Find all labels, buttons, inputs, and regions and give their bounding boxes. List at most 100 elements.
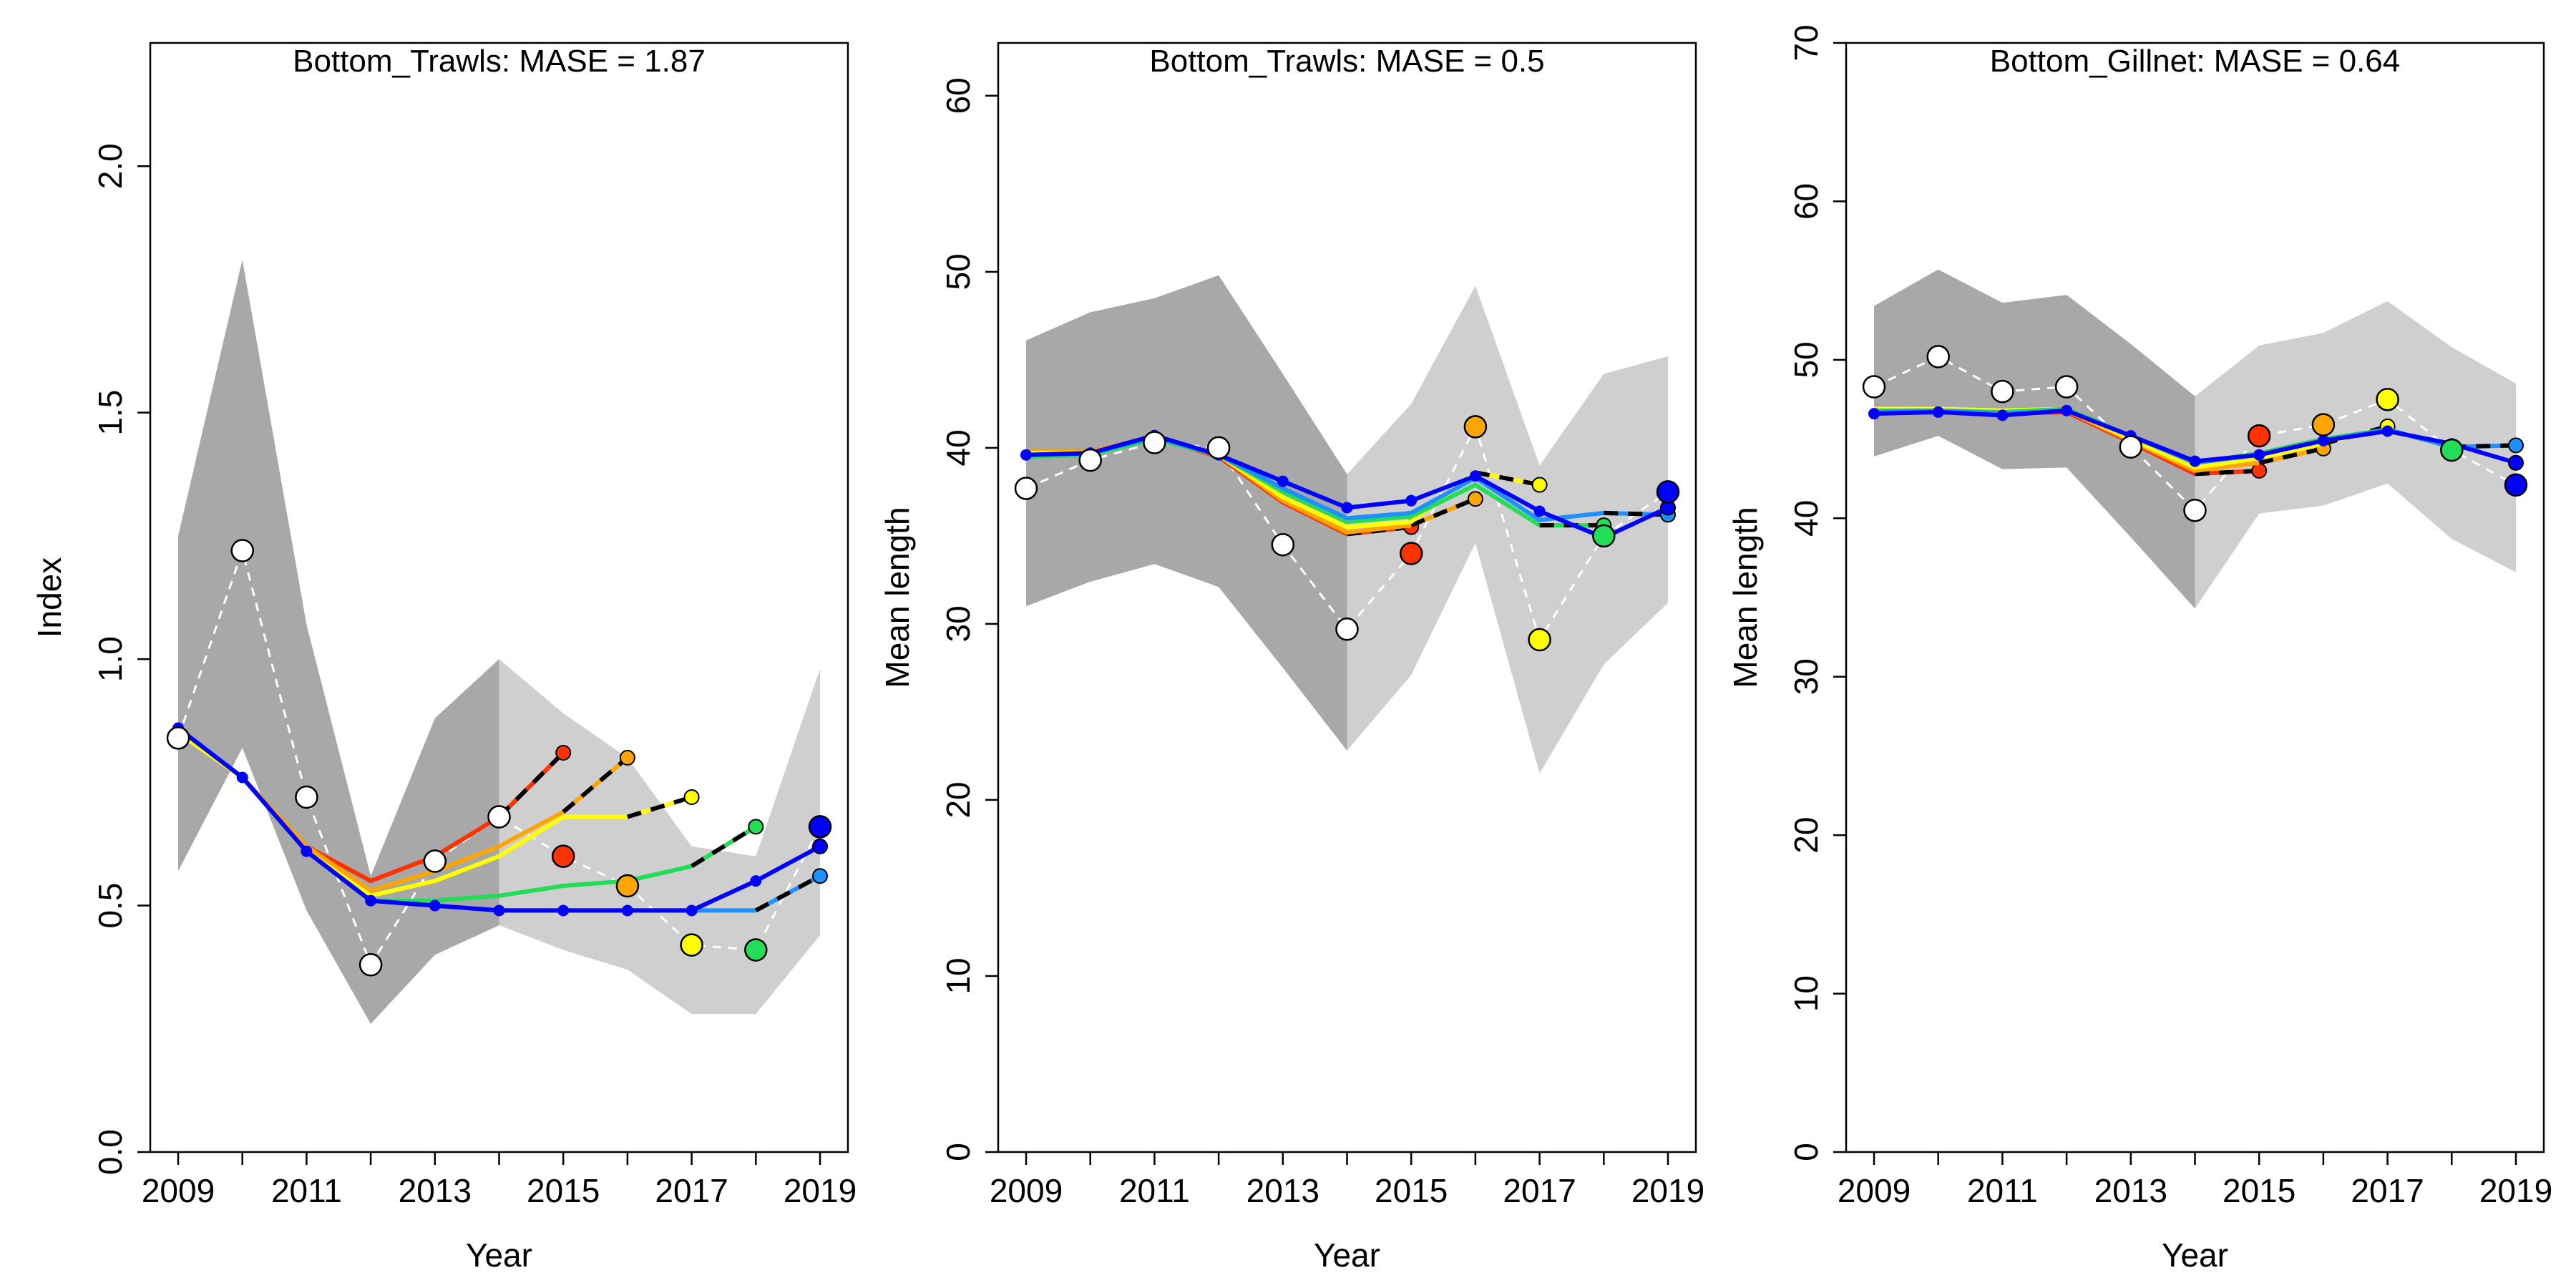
series-point xyxy=(1020,449,1032,461)
series-point xyxy=(1277,475,1289,487)
x-tick-label: 2017 xyxy=(655,1172,728,1209)
x-tick-label: 2015 xyxy=(2223,1172,2296,1209)
series-point xyxy=(2189,455,2201,467)
y-tick-label: 1.0 xyxy=(92,636,129,682)
y-tick-label: 60 xyxy=(1787,183,1825,220)
x-axis-title: Year xyxy=(1314,1236,1380,1274)
y-axis-title: Mean length xyxy=(879,507,916,688)
series-point xyxy=(1341,502,1353,514)
observed-point xyxy=(295,785,318,809)
predicted-point-2018 xyxy=(748,819,764,835)
observed-point-peel-2017 xyxy=(1528,628,1551,652)
y-tick-label: 10 xyxy=(940,957,977,994)
predicted-point-2016 xyxy=(1467,491,1483,507)
observed-point xyxy=(1862,375,1886,399)
panel-title: Bottom_Gillnet: MASE = 0.64 xyxy=(1990,44,2401,79)
observed-line xyxy=(1025,424,1669,643)
series-point xyxy=(2317,434,2329,447)
predicted-point-2019 xyxy=(812,868,828,884)
observed-point xyxy=(1991,379,2014,404)
observed-point-peel-2018 xyxy=(744,938,768,962)
x-tick-label: 2013 xyxy=(2094,1172,2167,1209)
x-tick-label: 2019 xyxy=(784,1172,857,1209)
series-point xyxy=(1533,505,1546,517)
y-tick-label: 30 xyxy=(1787,658,1825,695)
observed-point xyxy=(423,849,447,873)
series-point xyxy=(686,904,698,917)
series-point xyxy=(365,894,377,907)
observed-line xyxy=(1873,355,2517,512)
x-tick-label: 2011 xyxy=(1119,1172,1190,1209)
series-point xyxy=(2061,404,2073,416)
ci-band-forecast xyxy=(499,659,820,1015)
x-tick-label: 2015 xyxy=(1375,1172,1448,1209)
observed-point-peel-2018 xyxy=(1592,524,1616,548)
ci-band-fitted xyxy=(178,260,499,1024)
chart-panel-1: 2009 2011 2013 2015 2017 2019 0.0 0.5 1.0 1.5 2.0 Y… xyxy=(31,42,857,1274)
chart-panel-3: 2009 2011 2013 2015 2017 2019 0 10 20 30 40 50 60 70 Y… xyxy=(1727,24,2552,1274)
predicted-point-2015 xyxy=(2251,462,2268,479)
forecast-tail-dash-2018 xyxy=(754,874,821,913)
observed-point-peel-2016 xyxy=(1463,415,1488,439)
y-tick-label: 60 xyxy=(940,77,977,114)
panel-title: Bottom_Trawls: MASE = 1.87 xyxy=(293,44,706,79)
x-tick-label: 2013 xyxy=(1246,1172,1319,1209)
observed-line xyxy=(177,547,821,967)
x-tick-label: 2017 xyxy=(1503,1172,1576,1209)
x-tick-label: 2019 xyxy=(1631,1172,1704,1209)
ci-band-fitted xyxy=(1874,269,2195,609)
x-tick-label: 2011 xyxy=(271,1172,342,1209)
predicted-point-2019 xyxy=(2508,437,2524,454)
y-tick-label: 50 xyxy=(940,253,977,290)
forecast-tail-dash-2015 xyxy=(2258,446,2324,465)
observed-point xyxy=(230,539,254,562)
observed-point-peel-2016 xyxy=(2311,413,2336,436)
predicted-point-2015 xyxy=(555,745,572,761)
forecast-tail-dash-2014 xyxy=(2195,468,2260,477)
x-tick-label: 2009 xyxy=(1838,1172,1911,1209)
y-tick-label: 0.5 xyxy=(92,883,129,929)
x-tick-label: 2015 xyxy=(527,1172,600,1209)
observed-point xyxy=(1014,477,1038,500)
observed-point xyxy=(1926,345,1950,369)
y-tick-label: 0 xyxy=(1787,1143,1825,1161)
observed-point-peel-2017 xyxy=(680,933,703,957)
y-tick-label: 40 xyxy=(1787,500,1825,537)
chart-panel-2: 2009 2011 2013 2015 2017 2019 0 10 20 30 40 50 60 Yea… xyxy=(879,42,1704,1274)
x-tick-label: 2011 xyxy=(1967,1172,2038,1209)
predicted-point-2019 xyxy=(2508,454,2524,471)
y-tick-label: 0 xyxy=(940,1143,977,1161)
observed-point xyxy=(487,805,511,829)
series-point xyxy=(1996,409,2009,421)
y-axis-title: Index xyxy=(31,557,68,638)
series-point xyxy=(236,771,248,784)
series-point xyxy=(2381,425,2394,437)
observed-point-peel-2019 xyxy=(1656,480,1680,504)
observed-point xyxy=(2183,498,2207,522)
forecast-tail-dash-2014 xyxy=(497,751,565,819)
observed-point-peel-2018 xyxy=(2440,438,2464,462)
observed-point xyxy=(2054,375,2079,399)
observed-point xyxy=(1335,618,1359,641)
predicted-point-2017 xyxy=(1531,477,1548,493)
forecast-tail-dash-2015 xyxy=(1410,497,1477,527)
forecast-tail-dash-2015 xyxy=(562,756,629,814)
observed-point xyxy=(2119,435,2143,459)
observed-point xyxy=(1271,532,1295,557)
series-point xyxy=(1469,470,1481,482)
observed-point xyxy=(166,726,190,750)
predicted-point-2017 xyxy=(683,789,700,805)
series-point xyxy=(2253,449,2265,461)
x-tick-label: 2019 xyxy=(2479,1172,2552,1209)
observed-point-peel-2019 xyxy=(2504,473,2528,497)
y-tick-label: 30 xyxy=(940,605,977,642)
y-tick-label: 0.0 xyxy=(92,1129,129,1175)
y-tick-label: 20 xyxy=(940,781,977,818)
y-tick-label: 1.5 xyxy=(92,390,129,436)
predicted-point-2016 xyxy=(619,749,635,766)
observed-point-peel-2015 xyxy=(2247,424,2271,448)
series-point xyxy=(493,904,505,917)
series-point xyxy=(750,875,762,887)
series-point xyxy=(1405,494,1418,507)
observed-point-peel-2015 xyxy=(1399,542,1423,565)
